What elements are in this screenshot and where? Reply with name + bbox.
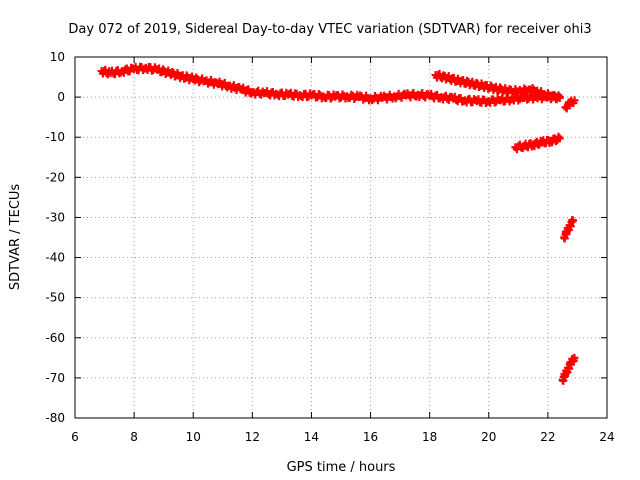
x-tick-label: 22 xyxy=(540,430,555,444)
y-tick-label: 0 xyxy=(57,90,65,104)
data-point xyxy=(508,89,517,98)
data-point xyxy=(326,94,335,103)
x-tick-label: 16 xyxy=(363,430,378,444)
series-4 xyxy=(560,216,578,243)
x-axis-label: GPS time / hours xyxy=(287,460,396,475)
x-tick-label: 10 xyxy=(186,430,201,444)
data-point xyxy=(555,93,564,102)
data-points xyxy=(97,62,579,385)
axis-ticks: 6 8 10 12 14 16 18 20 22 24 10 0 -10 -20 -30 -40 -50 -60 -… xyxy=(45,50,614,444)
series-5 xyxy=(558,353,579,385)
y-tick-label: -80 xyxy=(45,411,65,425)
data-point xyxy=(570,96,579,105)
y-axis-label: SDTVAR / TECUs xyxy=(8,184,23,291)
data-point xyxy=(570,353,579,362)
series-1 xyxy=(431,69,564,103)
x-tick-label: 8 xyxy=(130,430,138,444)
series-2 xyxy=(511,132,564,154)
grid-lines xyxy=(75,57,607,418)
y-tick-label: -70 xyxy=(45,371,65,385)
x-tick-label: 18 xyxy=(422,430,437,444)
y-tick-label: -60 xyxy=(45,331,65,345)
data-point xyxy=(555,134,564,143)
chart-title: Day 072 of 2019, Sidereal Day-to-day VTE… xyxy=(68,22,591,37)
y-tick-label: -10 xyxy=(45,130,65,144)
y-tick-label: -40 xyxy=(45,251,65,265)
x-tick-label: 6 xyxy=(71,430,79,444)
x-tick-label: 14 xyxy=(304,430,319,444)
x-tick-label: 24 xyxy=(599,430,614,444)
series-3 xyxy=(561,96,579,113)
data-point xyxy=(314,90,323,99)
series-0 xyxy=(97,62,564,108)
y-tick-label: -50 xyxy=(45,291,65,305)
x-tick-label: 12 xyxy=(245,430,260,444)
y-tick-label: -30 xyxy=(45,210,65,224)
x-tick-label: 20 xyxy=(481,430,496,444)
y-tick-label: 10 xyxy=(50,50,65,64)
data-point xyxy=(569,216,578,225)
y-tick-label: -20 xyxy=(45,170,65,184)
plot-frame xyxy=(74,56,608,419)
